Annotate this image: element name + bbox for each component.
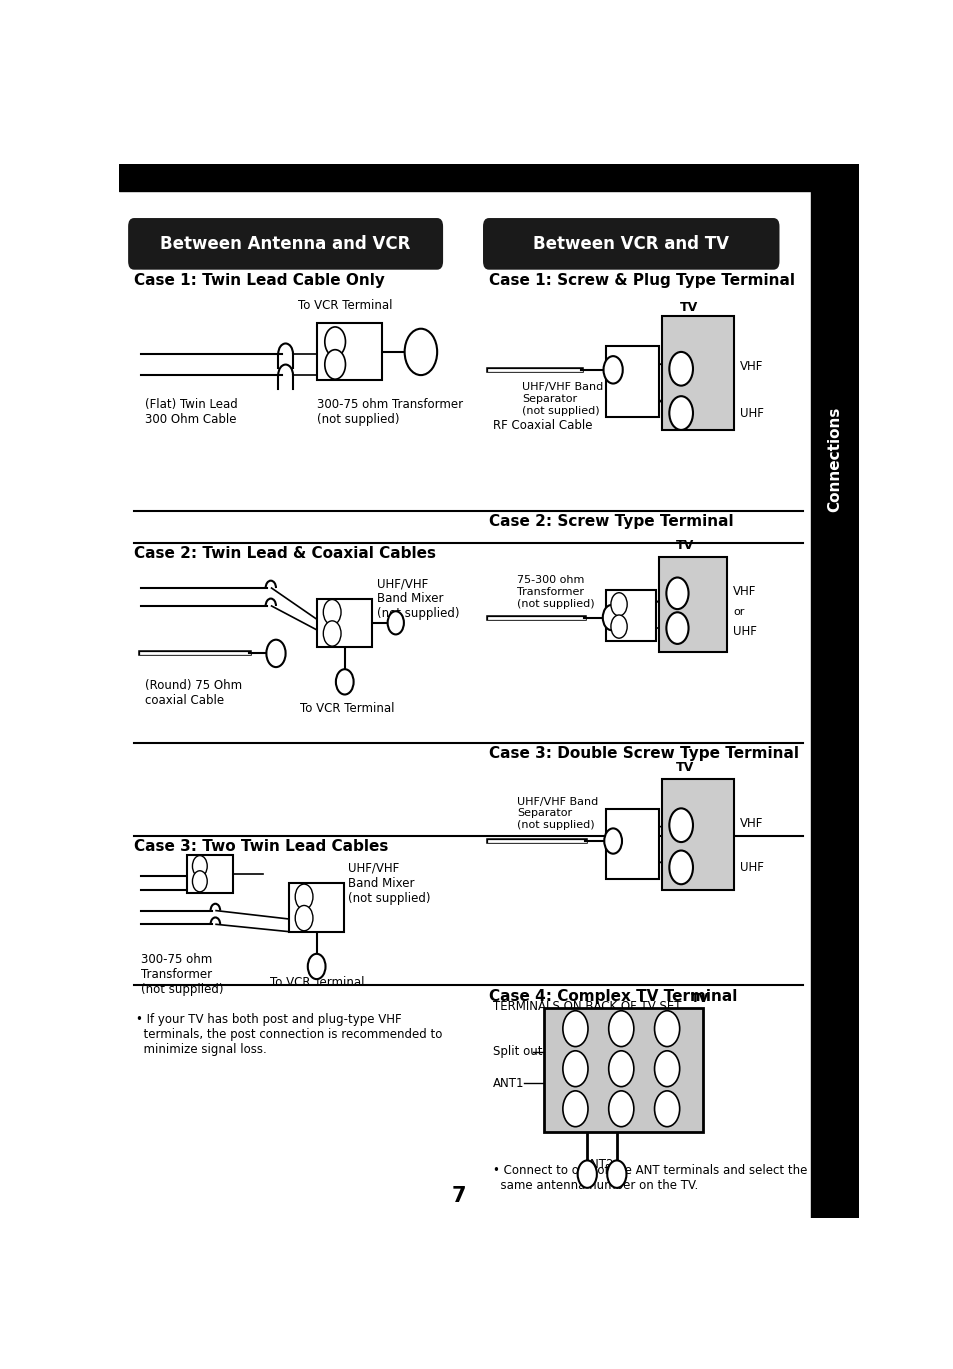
- Text: Case 4: Complex TV Terminal: Case 4: Complex TV Terminal: [488, 988, 737, 1003]
- Text: TV: TV: [679, 301, 697, 314]
- Circle shape: [404, 329, 436, 375]
- Text: TERMINALS ON BACK OF TV SET: TERMINALS ON BACK OF TV SET: [492, 1001, 680, 1013]
- Circle shape: [608, 1051, 633, 1087]
- Text: To VCR Terminal: To VCR Terminal: [299, 702, 394, 715]
- Circle shape: [562, 1051, 587, 1087]
- Text: ANT2: ANT2: [582, 1158, 614, 1172]
- Circle shape: [266, 639, 285, 667]
- Circle shape: [387, 611, 403, 634]
- Text: TV: TV: [690, 993, 708, 1005]
- Bar: [661, 779, 734, 890]
- Circle shape: [602, 605, 619, 630]
- Text: Between Antenna and VCR: Between Antenna and VCR: [160, 235, 411, 253]
- Text: UHF/VHF Band
Separator
(not supplied): UHF/VHF Band Separator (not supplied): [521, 382, 603, 416]
- Circle shape: [610, 593, 626, 616]
- Circle shape: [324, 327, 345, 356]
- Circle shape: [654, 1091, 679, 1127]
- Circle shape: [193, 856, 207, 876]
- Circle shape: [607, 1161, 626, 1188]
- Circle shape: [193, 871, 207, 891]
- Circle shape: [577, 1161, 597, 1188]
- Circle shape: [562, 1091, 587, 1127]
- Text: Case 3: Double Screw Type Terminal: Case 3: Double Screw Type Terminal: [488, 746, 798, 761]
- Text: • If your TV has both post and plug-type VHF
  terminals, the post connection is: • If your TV has both post and plug-type…: [135, 1013, 441, 1055]
- Text: or: or: [732, 608, 743, 617]
- Bar: [810, 164, 858, 1218]
- Text: To VCR Terminal: To VCR Terminal: [297, 298, 392, 312]
- Text: TV: TV: [675, 761, 693, 773]
- Circle shape: [610, 615, 626, 638]
- Text: (Flat) Twin Lead
300 Ohm Cable: (Flat) Twin Lead 300 Ohm Cable: [145, 398, 237, 426]
- Text: VHF: VHF: [732, 585, 756, 598]
- Text: Connections: Connections: [826, 407, 841, 512]
- Text: UHF: UHF: [732, 624, 756, 638]
- Text: 7: 7: [452, 1186, 466, 1206]
- Text: Case 3: Two Twin Lead Cables: Case 3: Two Twin Lead Cables: [133, 839, 388, 854]
- Circle shape: [654, 1051, 679, 1087]
- Text: TV: TV: [675, 539, 693, 552]
- Bar: [661, 316, 734, 430]
- Circle shape: [608, 1010, 633, 1046]
- Circle shape: [323, 600, 341, 624]
- FancyBboxPatch shape: [128, 218, 442, 270]
- Circle shape: [294, 905, 313, 931]
- Circle shape: [323, 622, 341, 646]
- Circle shape: [324, 349, 345, 379]
- Circle shape: [669, 396, 692, 430]
- Bar: [317, 323, 382, 381]
- Bar: [187, 854, 233, 893]
- Circle shape: [665, 612, 688, 643]
- Text: Case 2: Twin Lead & Coaxial Cables: Case 2: Twin Lead & Coaxial Cables: [133, 546, 436, 561]
- Text: Case 1: Screw & Plug Type Terminal: Case 1: Screw & Plug Type Terminal: [488, 272, 794, 287]
- Text: 75-300 ohm
Transformer
(not supplied): 75-300 ohm Transformer (not supplied): [517, 575, 594, 609]
- Bar: [605, 809, 659, 879]
- Text: RF Coaxial Cable: RF Coaxial Cable: [492, 419, 592, 433]
- Bar: [659, 557, 726, 653]
- Text: • Connect to one of the ANT terminals and select the
  same antenna number on th: • Connect to one of the ANT terminals an…: [492, 1164, 806, 1191]
- Text: UHF/VHF
Band Mixer
(not supplied): UHF/VHF Band Mixer (not supplied): [376, 578, 458, 620]
- Circle shape: [294, 884, 313, 909]
- Bar: [289, 883, 344, 932]
- Text: (Round) 75 Ohm
coaxial Cable: (Round) 75 Ohm coaxial Cable: [145, 679, 242, 706]
- Text: UHF/VHF Band
Separator
(not supplied): UHF/VHF Band Separator (not supplied): [517, 797, 598, 830]
- Bar: [119, 164, 810, 190]
- Circle shape: [669, 352, 692, 386]
- Text: 300-75 ohm Transformer
(not supplied): 300-75 ohm Transformer (not supplied): [317, 398, 463, 426]
- Circle shape: [562, 1010, 587, 1046]
- Circle shape: [603, 828, 621, 854]
- Text: VHF: VHF: [740, 360, 763, 374]
- Text: UHF: UHF: [740, 861, 763, 873]
- Text: Case 1: Twin Lead Cable Only: Case 1: Twin Lead Cable Only: [133, 272, 384, 287]
- Circle shape: [669, 850, 692, 884]
- Text: Case 2: Screw Type Terminal: Case 2: Screw Type Terminal: [488, 515, 733, 530]
- Circle shape: [308, 954, 325, 979]
- Circle shape: [669, 808, 692, 842]
- Bar: [317, 598, 372, 648]
- Bar: [544, 1008, 702, 1132]
- Text: VHF: VHF: [740, 817, 763, 830]
- Bar: [605, 590, 656, 641]
- Bar: [605, 345, 659, 418]
- Circle shape: [665, 578, 688, 609]
- Text: Between VCR and TV: Between VCR and TV: [533, 235, 728, 253]
- Text: ANT1: ANT1: [492, 1077, 523, 1090]
- Text: Split out: Split out: [492, 1046, 541, 1058]
- Circle shape: [335, 669, 354, 694]
- Circle shape: [608, 1091, 633, 1127]
- Circle shape: [603, 356, 622, 383]
- FancyBboxPatch shape: [482, 218, 779, 270]
- Text: 300-75 ohm
Transformer
(not supplied): 300-75 ohm Transformer (not supplied): [141, 953, 224, 995]
- Text: UHF: UHF: [740, 407, 763, 419]
- Text: UHF/VHF
Band Mixer
(not supplied): UHF/VHF Band Mixer (not supplied): [348, 861, 431, 905]
- Text: To VCR Terminal: To VCR Terminal: [270, 976, 364, 988]
- Circle shape: [654, 1010, 679, 1046]
